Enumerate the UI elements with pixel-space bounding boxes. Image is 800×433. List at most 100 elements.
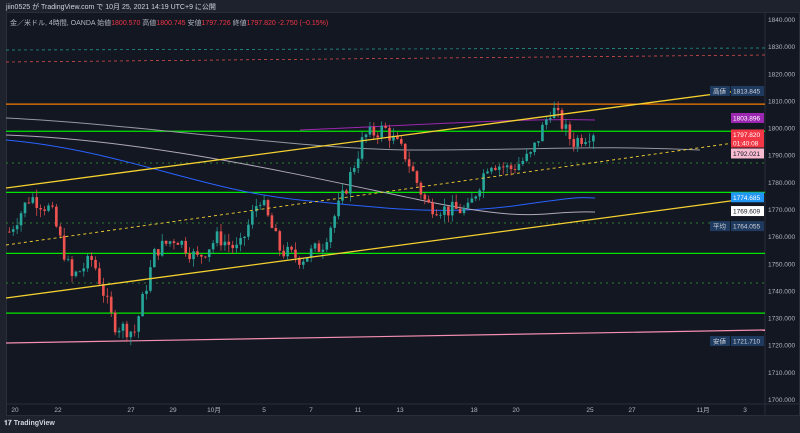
candle-body <box>443 206 446 215</box>
price-tag-value: 1769.609 <box>733 209 760 216</box>
candle-body <box>435 214 438 216</box>
candle-body <box>168 241 172 244</box>
candle-body <box>90 256 93 260</box>
candle-body <box>43 209 46 211</box>
candle-body <box>564 124 568 129</box>
price-tick: 1730.000 <box>768 316 795 323</box>
time-tick: 25 <box>586 407 594 414</box>
time-tick: 5 <box>262 407 266 414</box>
candle-body <box>309 248 313 258</box>
candle-body <box>274 228 278 232</box>
candle-body <box>164 240 168 244</box>
time-tick: 10月 <box>207 406 221 414</box>
candle-body <box>474 196 478 199</box>
candle-body <box>427 199 431 203</box>
candle-body <box>450 201 454 216</box>
candle-body <box>58 226 62 236</box>
trendline-mid <box>5 139 756 246</box>
candle-body <box>39 208 42 210</box>
candle-body <box>74 271 78 277</box>
candle-body <box>117 330 121 333</box>
time-tick: 18 <box>470 407 478 414</box>
candle-body <box>86 256 89 269</box>
candle-body <box>278 231 282 251</box>
candle-body <box>215 231 219 244</box>
candle-body <box>541 124 544 142</box>
candle-body <box>106 295 109 297</box>
candle-body <box>396 135 399 140</box>
candle-body <box>345 190 348 194</box>
candle-body <box>219 231 223 246</box>
candle-body <box>454 201 458 209</box>
candle-body <box>505 165 509 168</box>
tag-label-bg <box>710 221 730 232</box>
candle-body <box>109 296 113 313</box>
candle-body <box>11 229 15 232</box>
candle-body <box>537 141 540 143</box>
low-label: 安値 <box>187 20 202 27</box>
candle-body <box>447 206 450 216</box>
candle-body <box>266 200 270 216</box>
candle-body <box>337 200 340 217</box>
candle-body <box>125 323 129 338</box>
candle-body <box>411 166 415 172</box>
candle-body <box>156 249 160 256</box>
candle-body <box>129 331 133 338</box>
price-tag-value: 1803.896 <box>733 115 760 122</box>
tag-label: 安値 <box>713 337 727 346</box>
countdown: 01:40:08 <box>733 140 759 147</box>
price-tag-value: 1792.021 <box>733 151 760 158</box>
candle-body <box>188 253 191 260</box>
support-line <box>5 329 766 344</box>
candle-body <box>78 271 82 273</box>
candle-body <box>70 259 74 277</box>
chart-pane[interactable] <box>6 12 800 416</box>
candle-body <box>82 268 86 272</box>
candle-body <box>239 237 242 245</box>
tag-label-bg <box>710 85 730 96</box>
candle-body <box>62 235 66 260</box>
candle-body <box>494 167 497 170</box>
candle-body <box>580 137 583 145</box>
candle-body <box>8 231 11 233</box>
candle-body <box>470 198 474 203</box>
candle-body <box>498 166 501 170</box>
price-tag-value: 1764.055 <box>733 224 760 231</box>
tag-label-bg <box>710 336 730 347</box>
candle-body <box>349 171 352 194</box>
candle-body <box>180 240 184 245</box>
candle-body <box>368 126 372 135</box>
candle-body <box>431 202 434 215</box>
candle-body <box>458 208 462 214</box>
candle-body <box>556 107 560 111</box>
candle-body <box>254 206 258 212</box>
price-tag <box>731 221 764 232</box>
candle-body <box>415 171 419 183</box>
candle-body <box>552 107 556 118</box>
time-tick: 13 <box>396 407 404 414</box>
candle-body <box>372 126 376 136</box>
candle-body <box>31 197 35 203</box>
high-value: 1800.745 <box>156 20 186 27</box>
moving-average <box>5 139 596 211</box>
moving-average <box>5 134 596 216</box>
price-tick: 1700.000 <box>768 397 795 404</box>
trendline-upper <box>5 87 761 189</box>
dashed-line <box>5 47 766 51</box>
tradingview-logo[interactable]: 𝟏𝟕 TradingView <box>4 420 55 428</box>
candle-body <box>270 215 274 229</box>
candle-body <box>141 293 144 317</box>
candle-body <box>407 159 411 167</box>
price-tick: 1750.000 <box>768 261 795 268</box>
candle-body <box>258 205 262 207</box>
candle-body <box>243 236 246 238</box>
candle-body <box>360 137 364 159</box>
time-tick: 27 <box>127 407 135 414</box>
candle-body <box>482 173 485 191</box>
candle-body <box>176 242 180 245</box>
ohlc-legend: 金／米ドル, 4時間, OANDA 始値1800.570 高値1800.745 … <box>10 18 328 28</box>
price-tag <box>731 112 764 123</box>
candle-body <box>247 224 250 237</box>
price-tag-value: 1813.845 <box>733 88 760 95</box>
